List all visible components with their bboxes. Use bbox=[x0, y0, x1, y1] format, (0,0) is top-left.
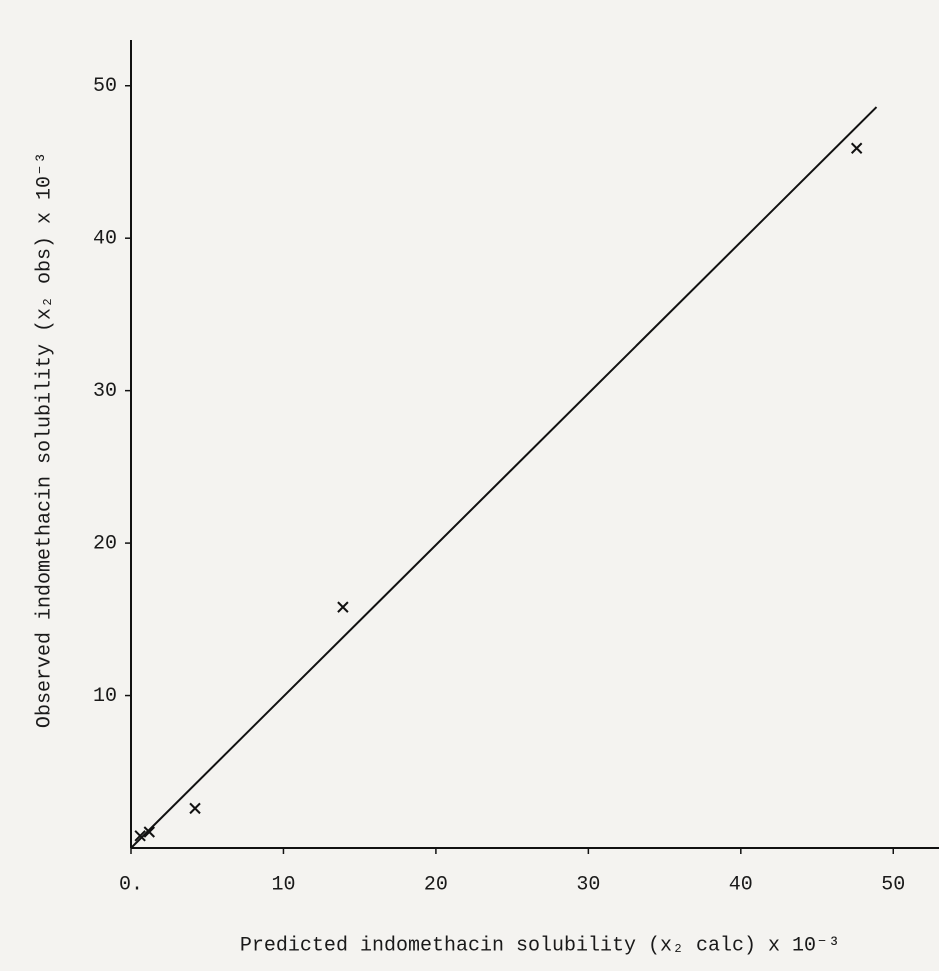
y-axis-label: Observed indomethacin solubility (x₂ obs… bbox=[33, 152, 56, 728]
y-tick-label: 30 bbox=[93, 380, 117, 403]
y-tick-label: 20 bbox=[93, 532, 117, 555]
data-point bbox=[337, 601, 349, 613]
y-tick-label: 10 bbox=[93, 685, 117, 708]
x-tick-label: 40 bbox=[729, 873, 753, 896]
data-point bbox=[850, 142, 863, 154]
fit-line bbox=[130, 106, 878, 849]
y-tick-label: 40 bbox=[93, 227, 117, 250]
x-tick-label: 50 bbox=[881, 873, 905, 896]
data-point bbox=[189, 802, 201, 815]
data-point bbox=[143, 826, 156, 838]
data-point bbox=[134, 830, 146, 842]
x-tick-label: 30 bbox=[576, 873, 600, 896]
x-tick-label: 0. bbox=[119, 873, 143, 896]
x-tick-label: 20 bbox=[424, 873, 448, 896]
y-tick-label: 50 bbox=[93, 75, 117, 98]
x-tick-label: 10 bbox=[271, 873, 295, 896]
x-axis-label: Predicted indomethacin solubility (x₂ ca… bbox=[240, 934, 840, 957]
